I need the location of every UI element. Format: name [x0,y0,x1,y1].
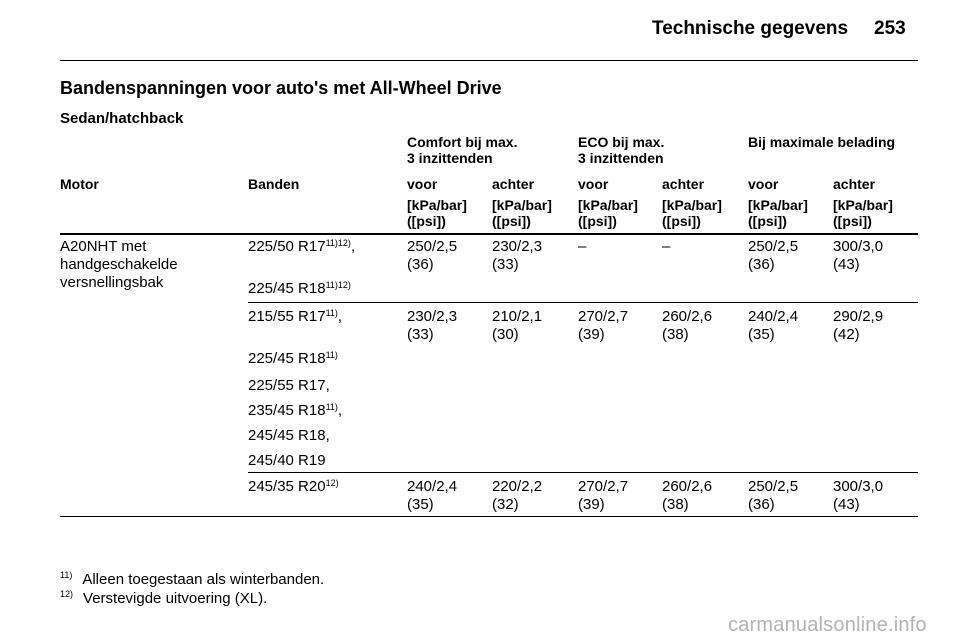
header-rule [60,60,918,61]
pressure-value: 260/2,6 (38) [662,478,713,513]
pressure-value: 300/3,0 (43) [833,478,884,513]
unit-header: [kPa/bar] ([psi]) [578,197,638,229]
subsection-title: Sedan/hatchback [60,110,184,127]
col-header-comfort-rear: achter [492,176,535,192]
col-header-eco-front: voor [578,176,609,192]
col-header-eco-rear: achter [662,176,705,192]
tire-size: 215/55 R1711), [248,308,343,325]
group-header-comfort: Comfort bij max. 3 inzittenden [407,134,518,166]
row-divider [248,302,918,303]
pressure-value: – [662,238,671,255]
unit-header: [kPa/bar] ([psi]) [833,197,893,229]
footnote: 12) Verstevigde uitvoering (XL). [60,589,268,608]
watermark: carmanualsonline.info [728,614,927,636]
pressure-value: 250/2,5 (36) [748,238,799,273]
row-divider [248,472,918,473]
pressure-value: 230/2,3 (33) [492,238,543,273]
pressure-value: 300/3,0 (43) [833,238,884,273]
tire-size: 235/45 R1811), [248,402,343,419]
table-header-rule [60,233,918,235]
pressure-value: 250/2,5 (36) [748,478,799,513]
footnote-ref: 11)12) [325,280,351,290]
col-header-max-rear: achter [833,176,876,192]
pressure-value: 270/2,7 (39) [578,308,629,343]
tire-size: 245/45 R18, [248,427,330,444]
pressure-value: 270/2,7 (39) [578,478,629,513]
tire-size: 225/45 R1811) [248,350,338,367]
pressure-value: 240/2,4 (35) [748,308,799,343]
col-header-tires: Banden [248,176,300,192]
page-number: 253 [874,18,906,39]
pressure-value: 230/2,3 (33) [407,308,458,343]
tire-size: 225/45 R1811)12) [248,280,351,297]
footnote-ref: 11) [325,350,338,360]
page-header-title: Technische gegevens [652,18,849,39]
footnote: 11) Alleen toegestaan als winterbanden. [60,570,325,589]
pressure-value: 250/2,5 (36) [407,238,458,273]
col-header-comfort-front: voor [407,176,438,192]
footnote-ref: 11)12) [325,238,351,248]
tire-size: 245/40 R19 [248,452,326,469]
footnote-ref: 12) [325,478,339,488]
pressure-value: 220/2,2 (32) [492,478,543,513]
col-header-max-front: voor [748,176,779,192]
pressure-value: 260/2,6 (38) [662,308,713,343]
unit-header: [kPa/bar] ([psi]) [492,197,552,229]
footnote-mark: 11) [60,570,73,580]
unit-header: [kPa/bar] ([psi]) [662,197,722,229]
group-header-max-load: Bij maximale belading [748,134,896,150]
section-title: Bandenspanningen voor auto's met All-Whe… [60,78,502,98]
pressure-value: 290/2,9 (42) [833,308,884,343]
tire-size: 245/35 R2012) [248,478,339,495]
tire-size: 225/50 R1711)12), [248,238,356,255]
unit-header: [kPa/bar] ([psi]) [748,197,808,229]
pressure-value: – [578,238,587,255]
motor-cell: A20NHT met handgeschakelde versnellingsb… [60,238,178,291]
pressure-value: 210/2,1 (30) [492,308,543,343]
group-header-eco: ECO bij max. 3 inzittenden [578,134,665,166]
pressure-value: 240/2,4 (35) [407,478,458,513]
footnote-ref: 11) [325,402,338,412]
footnote-mark: 12) [60,589,74,599]
tire-size: 225/55 R17, [248,377,330,394]
table-bottom-rule [60,516,918,517]
col-header-motor: Motor [60,176,99,192]
unit-header: [kPa/bar] ([psi]) [407,197,467,229]
footnote-ref: 11) [325,308,338,318]
